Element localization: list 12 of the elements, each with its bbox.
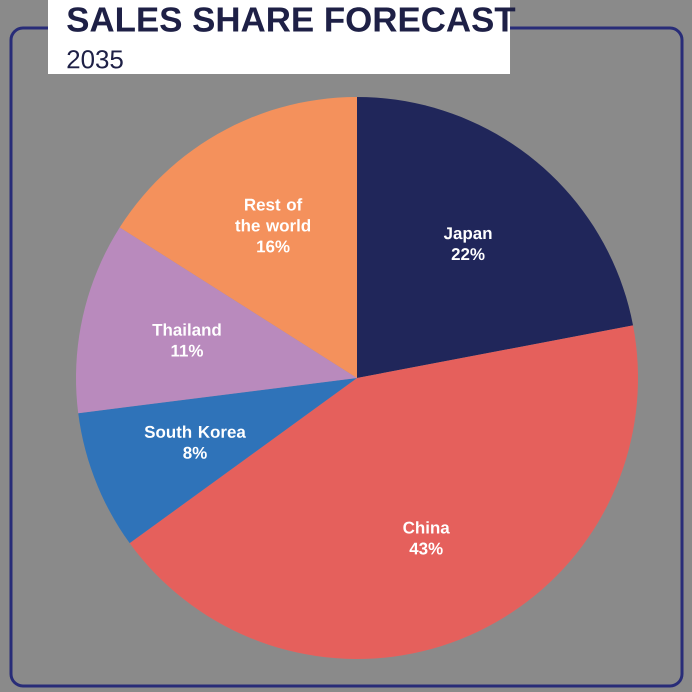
data-label: 11%: [172, 344, 203, 357]
slice-label: Japan: [444, 227, 492, 243]
data-label: 22%: [452, 248, 485, 260]
chart-subtitle: 2035: [67, 50, 123, 69]
slice-label: Thailand: [152, 323, 221, 336]
chart-title: SALES SHARE FORECAST: [67, 7, 516, 32]
data-label: 8%: [183, 446, 207, 459]
slice-label: Rest of the world: [235, 198, 310, 232]
data-label: 16%: [257, 240, 290, 252]
slice-label: China: [403, 521, 450, 534]
data-label: 43%: [409, 542, 443, 555]
slice-label: South Korea: [144, 425, 246, 438]
